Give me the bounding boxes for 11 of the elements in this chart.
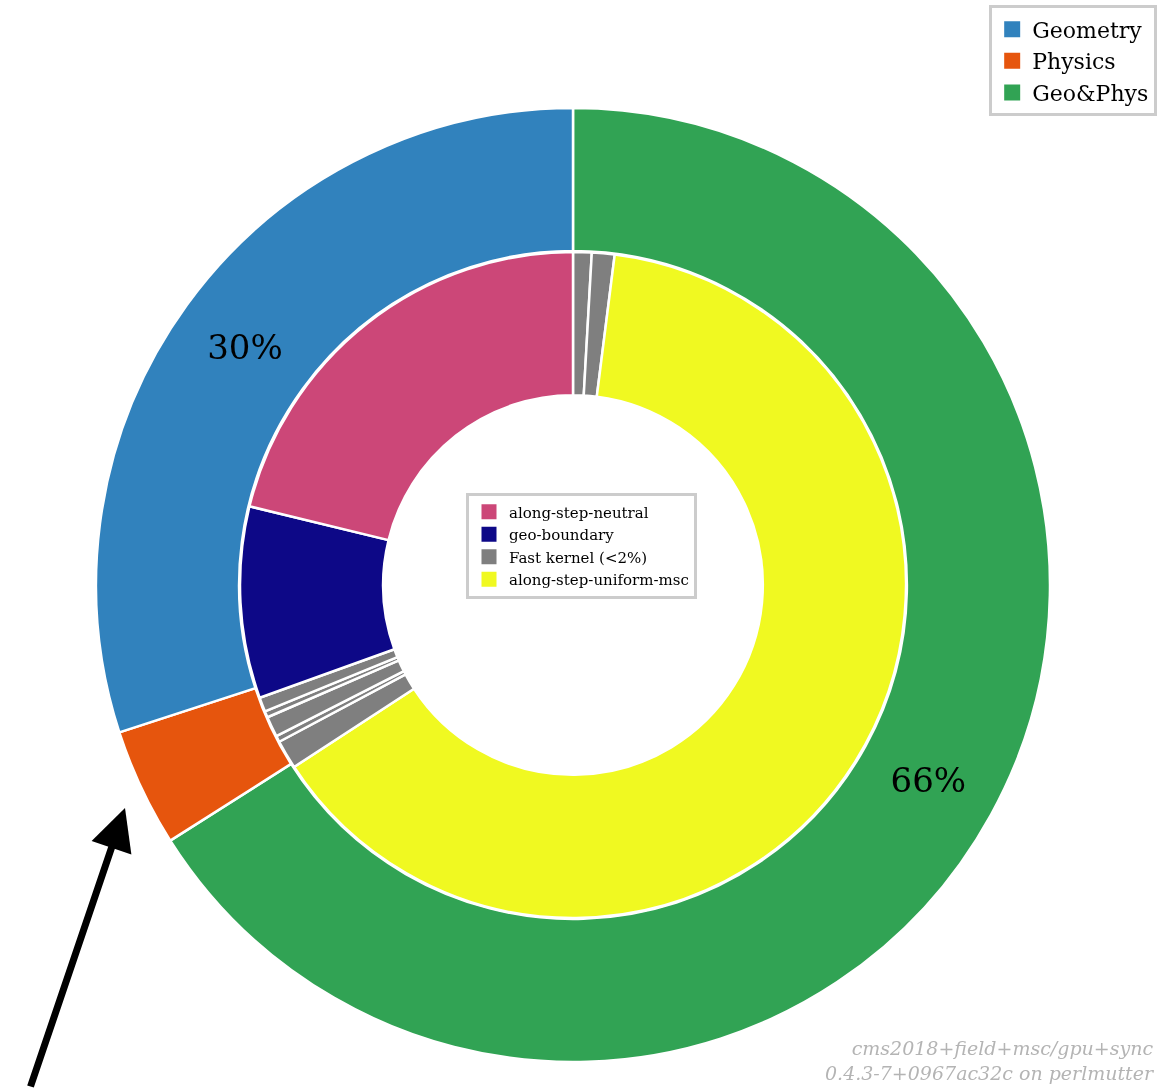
text: cms2018+field+msc/gpu+sync — [851, 1037, 1154, 1059]
legend-label: Geo&Phys — [1032, 81, 1149, 107]
legend-label: along-step-neutral — [509, 503, 649, 522]
legend-label: Fast kernel (<2%) — [509, 548, 648, 567]
text: 0.4.3-7+0967ac32c on perlmutter — [825, 1061, 1155, 1084]
legend-label: Geometry — [1032, 17, 1143, 43]
data-label: 66% — [890, 760, 967, 801]
data-label: 30% — [207, 326, 283, 367]
legend-label: along-step-uniform-msc — [509, 571, 689, 590]
legend-label: geo-boundary — [509, 526, 615, 545]
legend-label: Physics — [1032, 49, 1116, 75]
